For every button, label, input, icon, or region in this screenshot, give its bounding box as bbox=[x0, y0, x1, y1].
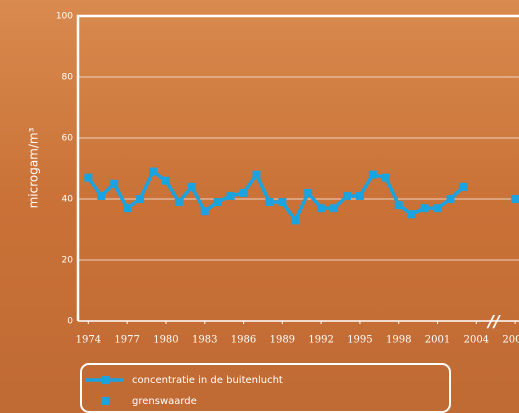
data-point bbox=[369, 171, 377, 179]
data-point bbox=[214, 198, 222, 206]
data-point bbox=[265, 198, 273, 206]
data-point bbox=[278, 198, 286, 206]
data-point bbox=[330, 204, 338, 212]
data-point bbox=[240, 189, 248, 197]
legend-label: grenswaarde bbox=[132, 396, 197, 407]
data-point bbox=[382, 174, 390, 182]
y-tick-label: 80 bbox=[62, 73, 74, 83]
x-tick-label: 1992 bbox=[308, 335, 333, 346]
y-tick-label: 60 bbox=[62, 134, 74, 144]
data-point bbox=[317, 204, 325, 212]
data-point bbox=[201, 207, 209, 215]
chart: // microgam/m³ 0204060801001974197719801… bbox=[0, 0, 519, 413]
x-tick-label: 1995 bbox=[347, 335, 372, 346]
data-point bbox=[421, 204, 429, 212]
y-tick-label: 0 bbox=[67, 317, 73, 327]
data-point bbox=[162, 177, 170, 185]
data-point bbox=[434, 204, 442, 212]
data-point bbox=[149, 168, 157, 176]
x-tick-label: 2007 bbox=[502, 335, 519, 346]
x-tick-label: 1998 bbox=[386, 335, 411, 346]
data-point bbox=[110, 180, 118, 188]
data-point bbox=[252, 171, 260, 179]
data-point bbox=[459, 183, 467, 191]
data-point bbox=[408, 210, 416, 218]
data-point bbox=[304, 189, 312, 197]
y-tick-label: 40 bbox=[62, 195, 74, 205]
data-point bbox=[84, 174, 92, 182]
data-point bbox=[356, 192, 364, 200]
x-tick-label: 1986 bbox=[231, 335, 256, 346]
x-tick-label: 2001 bbox=[425, 335, 450, 346]
data-point bbox=[123, 204, 131, 212]
legend-marker bbox=[101, 376, 109, 384]
data-point bbox=[511, 195, 519, 203]
legend-label: concentratie in de buitenlucht bbox=[132, 375, 283, 386]
x-tick-label: 1983 bbox=[192, 335, 217, 346]
x-tick-label: 1974 bbox=[76, 335, 101, 346]
data-point bbox=[446, 195, 454, 203]
data-point bbox=[291, 216, 299, 224]
data-point bbox=[97, 192, 105, 200]
data-point bbox=[175, 198, 183, 206]
data-point bbox=[227, 192, 235, 200]
data-point bbox=[136, 195, 144, 203]
y-axis-label: microgam/m³ bbox=[27, 127, 41, 208]
data-point bbox=[188, 183, 196, 191]
x-tick-label: 1977 bbox=[114, 335, 139, 346]
y-tick-label: 20 bbox=[62, 256, 74, 266]
x-tick-label: 1989 bbox=[270, 335, 295, 346]
x-tick-label: 1980 bbox=[153, 335, 178, 346]
data-point bbox=[343, 192, 351, 200]
legend-marker bbox=[101, 397, 109, 405]
data-point bbox=[395, 201, 403, 209]
y-tick-label: 100 bbox=[56, 12, 73, 22]
x-tick-label: 2004 bbox=[464, 335, 489, 346]
